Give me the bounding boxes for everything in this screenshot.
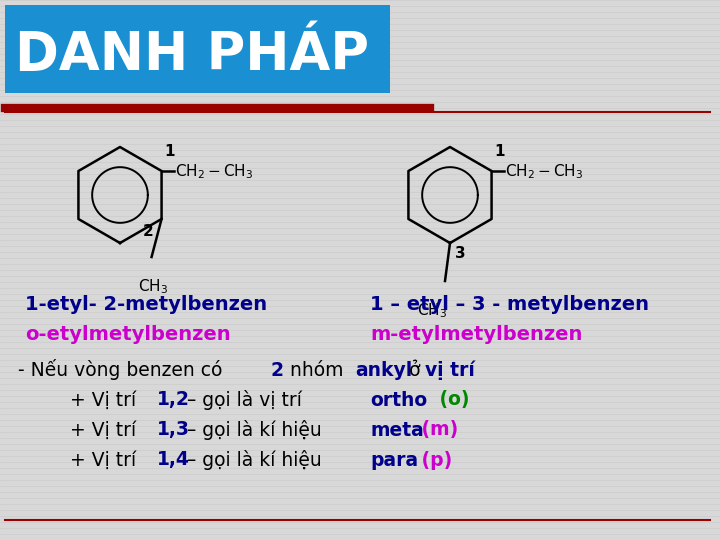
Text: meta: meta bbox=[370, 421, 424, 440]
Text: – gọi là kí hiệu: – gọi là kí hiệu bbox=[181, 420, 328, 440]
Text: ở: ở bbox=[403, 361, 426, 380]
Text: - Nếu vòng benzen có: - Nếu vòng benzen có bbox=[18, 360, 228, 381]
Text: $\mathregular{CH_2-CH_3}$: $\mathregular{CH_2-CH_3}$ bbox=[505, 163, 583, 181]
Text: + Vị trí: + Vị trí bbox=[70, 390, 142, 409]
Text: + Vị trí: + Vị trí bbox=[70, 450, 142, 469]
Text: ankyl: ankyl bbox=[355, 361, 413, 380]
Text: vị trí: vị trí bbox=[425, 360, 475, 380]
Text: 1-etyl- 2-metylbenzen: 1-etyl- 2-metylbenzen bbox=[25, 295, 267, 314]
Text: + Vị trí: + Vị trí bbox=[70, 421, 142, 440]
Text: $\mathregular{CH_3}$: $\mathregular{CH_3}$ bbox=[417, 301, 447, 320]
Text: (m): (m) bbox=[415, 421, 458, 440]
Text: $\mathregular{CH_2-CH_3}$: $\mathregular{CH_2-CH_3}$ bbox=[174, 163, 253, 181]
Text: 1,2: 1,2 bbox=[157, 390, 190, 409]
Text: 1,3: 1,3 bbox=[157, 421, 190, 440]
Text: 1,4: 1,4 bbox=[157, 450, 190, 469]
Text: o-etylmetylbenzen: o-etylmetylbenzen bbox=[25, 326, 230, 345]
Text: – gọi là kí hiệu: – gọi là kí hiệu bbox=[181, 450, 328, 470]
Text: – gọi là vị trí: – gọi là vị trí bbox=[181, 390, 308, 410]
Text: 3: 3 bbox=[455, 246, 466, 261]
Text: DANH PHÁP: DANH PHÁP bbox=[15, 29, 369, 81]
Text: nhóm: nhóm bbox=[284, 361, 349, 380]
Text: $\mathregular{CH_3}$: $\mathregular{CH_3}$ bbox=[138, 277, 168, 296]
Text: (p): (p) bbox=[415, 450, 452, 469]
Text: m-etylmetylbenzen: m-etylmetylbenzen bbox=[370, 326, 582, 345]
Text: 1 – etyl – 3 - metylbenzen: 1 – etyl – 3 - metylbenzen bbox=[370, 295, 649, 314]
Text: 1: 1 bbox=[495, 144, 505, 159]
Text: 2: 2 bbox=[270, 361, 283, 380]
Text: 1: 1 bbox=[165, 144, 175, 159]
Text: (o): (o) bbox=[420, 390, 469, 409]
FancyBboxPatch shape bbox=[5, 5, 390, 93]
Text: 2: 2 bbox=[143, 224, 153, 239]
Text: ortho: ortho bbox=[370, 390, 427, 409]
Text: para: para bbox=[370, 450, 418, 469]
